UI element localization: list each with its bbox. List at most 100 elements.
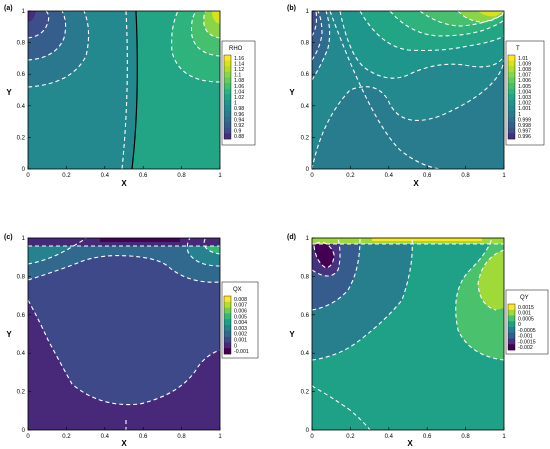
legend-level-label: 1.001 bbox=[518, 106, 531, 112]
legend-level-label: -0.0005 bbox=[518, 328, 536, 334]
legend-swatch bbox=[508, 309, 515, 316]
legend-swatch bbox=[224, 83, 231, 89]
y-tick-label: 0.8 bbox=[301, 274, 310, 280]
legend-level-label: 0.007 bbox=[234, 303, 247, 309]
legend-level-label: 1.002 bbox=[518, 101, 531, 107]
legend-swatch bbox=[224, 94, 231, 101]
legend-swatch bbox=[224, 60, 231, 67]
x-tick-label: 1 bbox=[502, 434, 506, 440]
y-tick-label: 1 bbox=[306, 236, 310, 242]
panel-b-ylabel: Y bbox=[289, 88, 295, 97]
legend-level-label: 1.1 bbox=[234, 73, 241, 79]
y-tick-label: 0.4 bbox=[301, 351, 310, 357]
legend-swatch bbox=[224, 133, 231, 140]
legend-level-label: 1.007 bbox=[518, 73, 531, 79]
legend-swatch bbox=[224, 55, 231, 61]
x-tick-label: 0 bbox=[310, 434, 314, 440]
legend-level-label: 1.04 bbox=[234, 89, 244, 95]
panel-b-field bbox=[312, 11, 504, 169]
panel-d-xlabel: X bbox=[407, 439, 413, 448]
legend-level-label: 1.06 bbox=[234, 84, 244, 90]
legend-swatch bbox=[224, 348, 231, 355]
y-tick-label: 0.2 bbox=[301, 135, 310, 141]
x-tick-label: 0.2 bbox=[62, 173, 71, 179]
panel-b-xlabel: X bbox=[413, 179, 419, 188]
panel-c-ylabel: Y bbox=[6, 330, 12, 339]
x-tick-label: 0.8 bbox=[461, 173, 470, 179]
panel-b-ticks: 0 0.2 0.4 0.6 0.8 1 0 0.2 0.4 0.6 0.8 1 bbox=[301, 9, 507, 179]
panel-c-field bbox=[28, 238, 220, 430]
panel-d-ylabel: Y bbox=[289, 330, 295, 339]
legend-swatch bbox=[224, 319, 231, 326]
legend-swatch bbox=[508, 55, 515, 61]
legend-level-label: 0.002 bbox=[234, 332, 247, 338]
y-tick-label: 0.6 bbox=[301, 313, 310, 319]
panel-d: (d) X Y 0 0.2 0.4 0.6 0.8 1 0 0.2 0.4 0.6 0.8 1 QY … bbox=[287, 234, 549, 448]
legend-swatch bbox=[224, 111, 231, 117]
legend-level-label: 1.01 bbox=[518, 56, 528, 62]
x-tick-label: 0.2 bbox=[62, 434, 71, 440]
x-tick-label: 1 bbox=[502, 173, 506, 179]
legend-level-label: 0.005 bbox=[234, 314, 247, 320]
panel-b: (b) X Y 0 0.2 0.4 0.6 0.8 1 0 0.2 0.4 0.6 0.8 1 T 1… bbox=[287, 5, 545, 188]
legend-swatch bbox=[508, 88, 515, 95]
legend-level-label: 1.02 bbox=[234, 95, 244, 101]
y-tick-label: 0.6 bbox=[17, 313, 26, 319]
panel-a-legend: RHO 1.161.141.121.11.081.061.041.0210.98… bbox=[221, 40, 256, 146]
x-tick-label: 0 bbox=[26, 434, 30, 440]
legend-level-label: 1.14 bbox=[234, 61, 244, 67]
legend-swatch bbox=[224, 116, 231, 123]
legend-swatch bbox=[508, 83, 515, 89]
y-tick-label: 0.2 bbox=[17, 390, 26, 396]
panel-a-ylabel: Y bbox=[6, 88, 12, 97]
legend-swatch bbox=[508, 66, 515, 73]
y-tick-label: 0.4 bbox=[17, 104, 26, 110]
y-tick-label: 0.2 bbox=[301, 390, 310, 396]
legend-level-label: 0.003 bbox=[234, 326, 247, 332]
legend-bar-frame bbox=[507, 303, 516, 351]
legend-swatch bbox=[508, 344, 515, 351]
legend-swatch bbox=[508, 127, 515, 134]
legend-level-label: 0.001 bbox=[234, 338, 247, 344]
legend-swatch bbox=[224, 122, 231, 129]
legend-level-label: 0.996 bbox=[518, 134, 531, 140]
y-tick-label: 0.4 bbox=[301, 104, 310, 110]
y-tick-label: 0 bbox=[306, 428, 310, 434]
legend-swatch bbox=[224, 301, 231, 308]
x-tick-label: 1 bbox=[218, 173, 222, 179]
x-tick-label: 0.8 bbox=[461, 434, 470, 440]
legend-swatch bbox=[224, 77, 231, 84]
legend-level-label: 1.004 bbox=[518, 89, 531, 95]
y-tick-label: 0.8 bbox=[301, 41, 310, 47]
panel-b-label: (b) bbox=[287, 5, 296, 12]
y-tick-label: 0.6 bbox=[17, 72, 26, 78]
legend-level-label: 0.98 bbox=[234, 106, 244, 112]
panel-c-xlabel: X bbox=[121, 439, 127, 448]
legend-swatch bbox=[508, 315, 515, 322]
legend-level-label: 0 bbox=[518, 322, 521, 328]
legend-level-label: -0.001 bbox=[234, 349, 249, 355]
x-tick-label: 0.4 bbox=[101, 434, 110, 440]
legend-level-label: 1 bbox=[234, 101, 237, 107]
y-tick-label: 0.8 bbox=[17, 41, 26, 47]
x-tick-label: 0.4 bbox=[385, 173, 394, 179]
legend-swatch bbox=[508, 77, 515, 84]
legend-level-label: 1 bbox=[518, 112, 521, 118]
legend-swatch bbox=[508, 338, 515, 345]
legend-swatch bbox=[224, 66, 231, 73]
panel-a-legend-title: RHO bbox=[229, 46, 243, 52]
y-tick-label: 0.6 bbox=[301, 72, 310, 78]
legend-level-label: 0.999 bbox=[518, 117, 531, 123]
x-tick-label: 0.8 bbox=[177, 173, 186, 179]
x-tick-label: 0 bbox=[26, 173, 30, 179]
panel-a-xlabel: X bbox=[121, 179, 127, 188]
panel-d-ticks: 0 0.2 0.4 0.6 0.8 1 0 0.2 0.4 0.6 0.8 1 bbox=[301, 236, 507, 440]
x-tick-label: 0.2 bbox=[346, 434, 355, 440]
panel-a-ticks: 0 0.2 0.4 0.6 0.8 1 0 0.2 0.4 0.6 0.8 1 bbox=[17, 9, 223, 179]
legend-level-label: 0 bbox=[234, 343, 237, 349]
panel-a-field bbox=[28, 11, 220, 169]
legend-swatch bbox=[224, 71, 231, 78]
y-tick-label: 0 bbox=[22, 167, 26, 173]
y-tick-label: 0 bbox=[306, 167, 310, 173]
legend-swatch bbox=[508, 332, 515, 339]
